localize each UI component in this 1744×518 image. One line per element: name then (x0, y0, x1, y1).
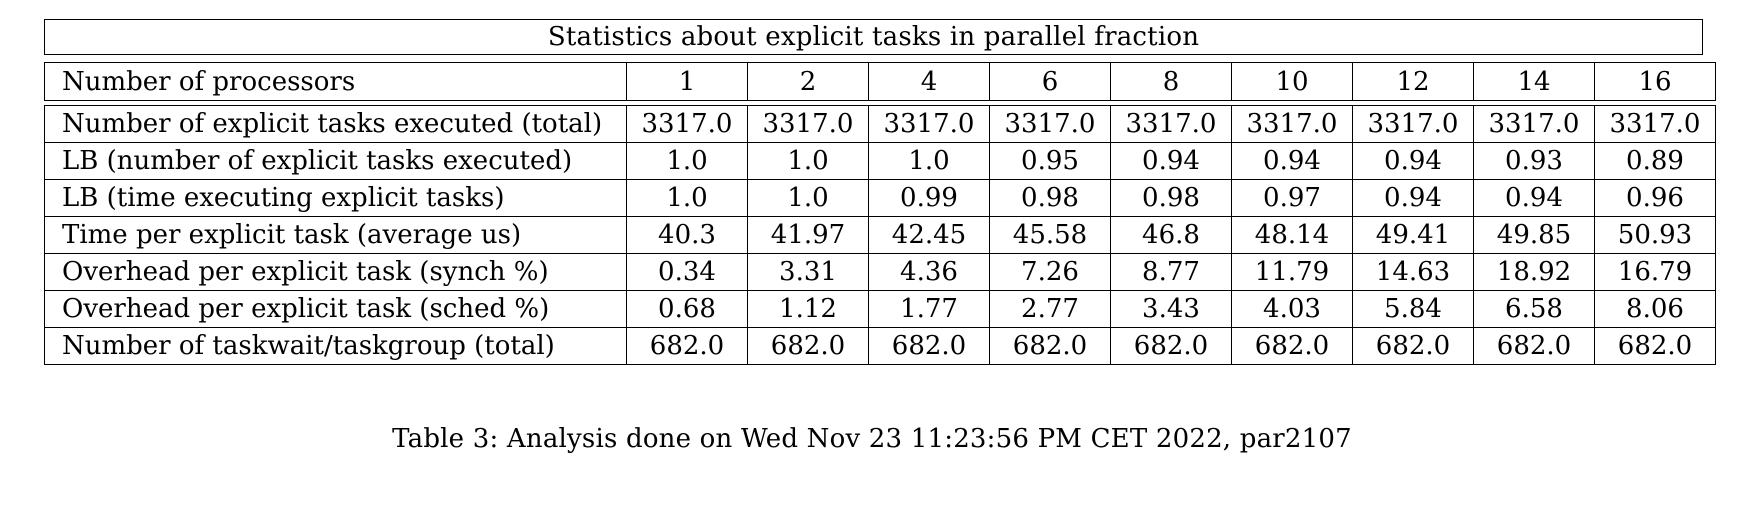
table-cell: 1.0 (626, 179, 748, 217)
table-cell: 1.12 (747, 290, 869, 328)
table-cell: 682.0 (1231, 327, 1353, 365)
table-cell: 1.0 (747, 179, 869, 217)
table-cell: 682.0 (1473, 327, 1595, 365)
table-cell: 682.0 (626, 327, 748, 365)
table-cell: 0.99 (868, 179, 990, 217)
table-cell: 4.36 (868, 253, 990, 291)
table-cell: 3317.0 (1594, 105, 1716, 143)
header-cell: 6 (989, 62, 1111, 101)
header-cell: 1 (626, 62, 748, 101)
table-cell: 46.8 (1110, 216, 1232, 254)
table-cell: 682.0 (1352, 327, 1474, 365)
table-cell: 8.06 (1594, 290, 1716, 328)
table-cell: 1.0 (747, 142, 869, 180)
table-row: Number of taskwait/taskgroup (total) 682.… (44, 327, 1716, 365)
table-cell: 1.0 (868, 142, 990, 180)
table-cell: 3.31 (747, 253, 869, 291)
table-cell: 3317.0 (626, 105, 748, 143)
table-cell: 682.0 (989, 327, 1111, 365)
table-cell: 11.79 (1231, 253, 1353, 291)
table-row: LB (time executing explicit tasks) 1.0 1.0… (44, 179, 1716, 217)
table-cell: 0.94 (1110, 142, 1232, 180)
table-row: LB (number of explicit tasks executed) 1.… (44, 142, 1716, 180)
row-label: Number of explicit tasks executed (total… (44, 105, 627, 143)
header-row: Number of processors 1 2 4 6 8 10 12 14 … (44, 62, 1716, 101)
table-cell: 0.93 (1473, 142, 1595, 180)
header-cell: 14 (1473, 62, 1595, 101)
table-row: Number of explicit tasks executed (total… (44, 105, 1716, 143)
table-cell: 0.34 (626, 253, 748, 291)
header-label: Number of processors (44, 62, 627, 101)
header-cell: 8 (1110, 62, 1232, 101)
table-cell: 3317.0 (747, 105, 869, 143)
table-cell: 682.0 (868, 327, 990, 365)
table-cell: 7.26 (989, 253, 1111, 291)
table-cell: 0.98 (989, 179, 1111, 217)
table-cell: 49.85 (1473, 216, 1595, 254)
table-cell: 682.0 (747, 327, 869, 365)
header-cell: 4 (868, 62, 990, 101)
table-cell: 8.77 (1110, 253, 1232, 291)
table-cell: 50.93 (1594, 216, 1716, 254)
table-cell: 0.89 (1594, 142, 1716, 180)
header-cell: 12 (1352, 62, 1474, 101)
table-cell: 3.43 (1110, 290, 1232, 328)
table-cell: 4.03 (1231, 290, 1353, 328)
table-cell: 41.97 (747, 216, 869, 254)
table-cell: 3317.0 (868, 105, 990, 143)
table-cell: 0.97 (1231, 179, 1353, 217)
table-body: Number of explicit tasks executed (total… (44, 105, 1716, 365)
row-label: LB (time executing explicit tasks) (44, 179, 627, 217)
table-cell: 3317.0 (1352, 105, 1474, 143)
row-label: Overhead per explicit task (sched %) (44, 290, 627, 328)
table-cell: 0.95 (989, 142, 1111, 180)
row-label: LB (number of explicit tasks executed) (44, 142, 627, 180)
table-cell: 3317.0 (1110, 105, 1232, 143)
table-cell: 0.94 (1473, 179, 1595, 217)
table-cell: 14.63 (1352, 253, 1474, 291)
table-cell: 3317.0 (989, 105, 1111, 143)
table-caption: Table 3: Analysis done on Wed Nov 23 11:… (392, 424, 1352, 454)
table-cell: 45.58 (989, 216, 1111, 254)
table-cell: 3317.0 (1231, 105, 1353, 143)
row-label: Number of taskwait/taskgroup (total) (44, 327, 627, 365)
table-row: Time per explicit task (average us) 40.3 4… (44, 216, 1716, 254)
table-cell: 16.79 (1594, 253, 1716, 291)
table-cell: 1.0 (626, 142, 748, 180)
table-cell: 1.77 (868, 290, 990, 328)
table-cell: 6.58 (1473, 290, 1595, 328)
table-cell: 0.68 (626, 290, 748, 328)
table-cell: 3317.0 (1473, 105, 1595, 143)
row-label: Overhead per explicit task (synch %) (44, 253, 627, 291)
row-label: Time per explicit task (average us) (44, 216, 627, 254)
table-cell: 2.77 (989, 290, 1111, 328)
table-cell: 40.3 (626, 216, 748, 254)
table-cell: 682.0 (1594, 327, 1716, 365)
table-cell: 0.94 (1231, 142, 1353, 180)
table-cell: 0.94 (1352, 142, 1474, 180)
table-cell: 0.94 (1352, 179, 1474, 217)
table-cell: 682.0 (1110, 327, 1232, 365)
table-header: Number of processors 1 2 4 6 8 10 12 14 … (44, 62, 1716, 101)
table-row: Overhead per explicit task (sched %) 0.68… (44, 290, 1716, 328)
table-cell: 0.98 (1110, 179, 1232, 217)
table-cell: 5.84 (1352, 290, 1474, 328)
header-cell: 10 (1231, 62, 1353, 101)
table-cell: 48.14 (1231, 216, 1353, 254)
header-cell: 2 (747, 62, 869, 101)
header-cell: 16 (1594, 62, 1716, 101)
table-row: Overhead per explicit task (synch %) 0.34… (44, 253, 1716, 291)
table-cell: 18.92 (1473, 253, 1595, 291)
table-cell: 49.41 (1352, 216, 1474, 254)
table-cell: 42.45 (868, 216, 990, 254)
table-title: Statistics about explicit tasks in paral… (44, 19, 1703, 55)
table-cell: 0.96 (1594, 179, 1716, 217)
